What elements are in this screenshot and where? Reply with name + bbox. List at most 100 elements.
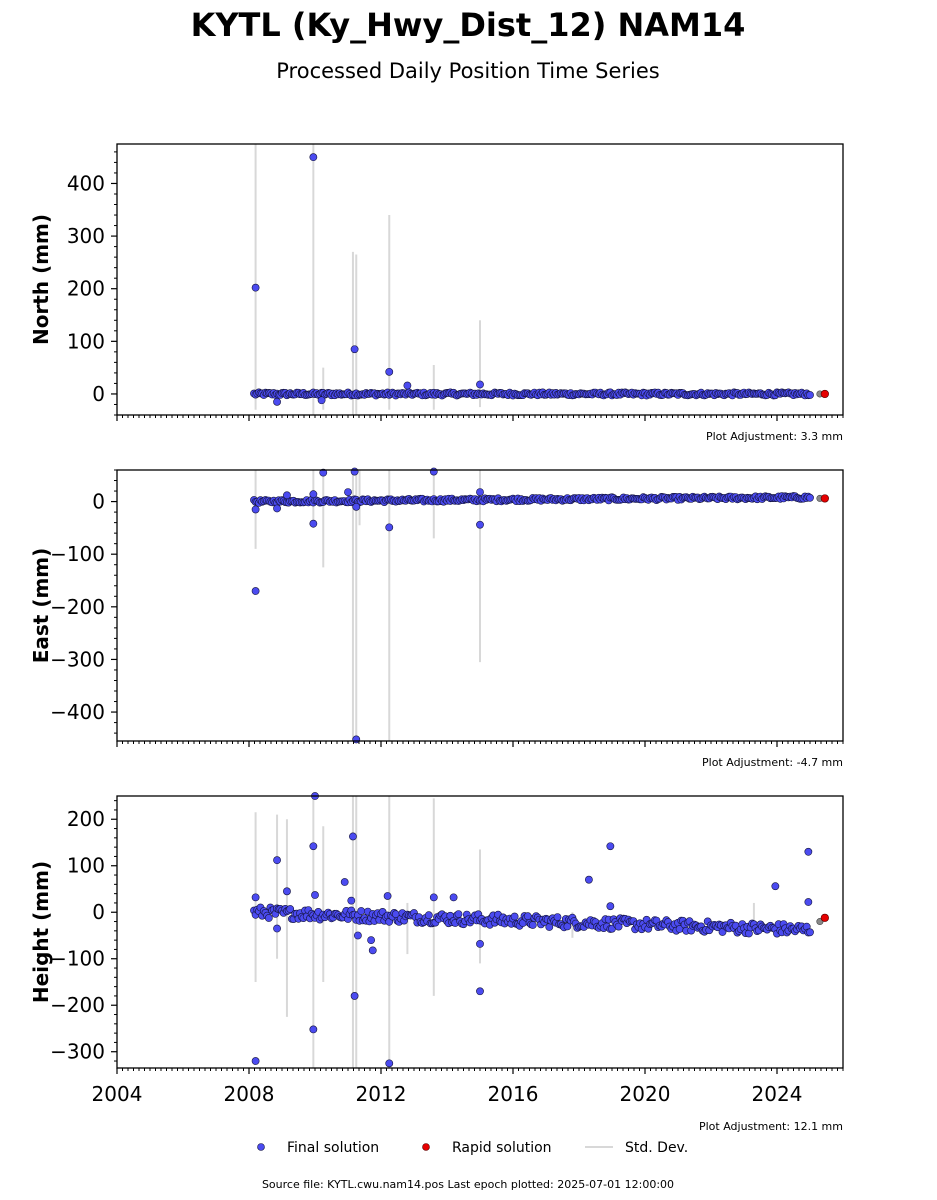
height-final-point	[523, 912, 532, 921]
east-final-point	[476, 488, 484, 497]
east-final-point	[251, 505, 260, 514]
east-final-point	[251, 587, 260, 595]
height-y-tick-label: −100	[50, 947, 105, 971]
height-final-point	[804, 847, 813, 856]
north-final-point	[251, 283, 260, 292]
height-x-tick-label: 2004	[92, 1082, 143, 1106]
east-y-tick-label: −200	[50, 595, 105, 619]
east-y-tick-label: 0	[92, 490, 105, 514]
height-x-tick-label: 2012	[356, 1082, 407, 1106]
north-y-tick-label: 400	[67, 171, 105, 195]
height-y-tick-label: 200	[67, 807, 105, 831]
height-final-point	[357, 907, 366, 915]
height-final-point	[309, 842, 318, 851]
north-adjustment: Plot Adjustment: 3.3 mm	[706, 430, 843, 443]
height-final-point	[283, 887, 291, 896]
north-final-point	[309, 153, 318, 162]
east-y-tick-label: −400	[50, 700, 105, 724]
east-final-point	[476, 520, 484, 529]
height-final-point	[264, 914, 273, 922]
height-final-point	[771, 882, 780, 891]
east-final-point	[319, 468, 328, 477]
north-final-point	[476, 380, 484, 389]
north-final-point	[350, 345, 359, 354]
north-final-point	[385, 367, 394, 376]
legend: Final solution Rapid solution Std. Dev.	[257, 1140, 688, 1156]
east-rapid-point	[820, 494, 829, 503]
north-y-axis-label: North (mm)	[29, 214, 53, 345]
east-final-point	[283, 491, 291, 500]
source-footer: Source file: KYTL.cwu.nam14.pos Last epo…	[262, 1178, 674, 1191]
height-final-point	[606, 842, 615, 851]
figure-title: KYTL (Ky_Hwy_Dist_12) NAM14	[191, 6, 746, 44]
height-x-tick-label: 2020	[620, 1082, 671, 1106]
east-y-tick-label: −100	[50, 542, 105, 566]
height-final-point	[251, 1057, 260, 1065]
height-final-point	[383, 892, 392, 900]
legend-final-marker	[257, 1143, 265, 1151]
east-final-point	[309, 519, 318, 528]
north-final-point	[403, 381, 412, 390]
height-final-point	[606, 902, 615, 911]
height-final-point	[273, 924, 281, 933]
height-y-tick-label: −200	[50, 993, 105, 1017]
east-final-point	[352, 502, 361, 511]
east-final-point	[350, 467, 359, 476]
height-y-axis-label: Height (mm)	[29, 861, 53, 1003]
height-final-point	[367, 936, 375, 945]
height-x-tick-label: 2016	[488, 1082, 539, 1106]
height-final-point	[424, 911, 433, 920]
height-x-tick-label: 2008	[224, 1082, 275, 1106]
north-panel: 0 100 200 300 400 North (mm)	[29, 143, 844, 421]
north-rapid-point	[820, 389, 829, 399]
height-final-point	[585, 875, 593, 884]
north-y-tick-label: 100	[67, 329, 105, 353]
north-y-tick-label: 200	[67, 277, 105, 301]
height-final-point	[350, 992, 359, 1000]
height-final-point	[368, 946, 377, 955]
legend-rapid-marker	[422, 1143, 430, 1151]
height-adjustment: Plot Adjustment: 12.1 mm	[699, 1120, 843, 1133]
east-final-point	[429, 467, 438, 476]
east-final-point	[344, 488, 352, 497]
height-final-point	[311, 891, 319, 899]
height-y-tick-label: 0	[92, 900, 105, 924]
height-final-point	[251, 893, 260, 902]
east-panel: −400 −300 −200 −100 0 East (mm)	[29, 467, 844, 747]
north-final-point	[273, 397, 281, 406]
east-adjustment: Plot Adjustment: -4.7 mm	[702, 756, 843, 769]
height-final-point	[806, 928, 814, 937]
height-final-point	[476, 987, 484, 996]
legend-rapid-label: Rapid solution	[452, 1140, 552, 1156]
east-final-point	[309, 490, 318, 499]
height-final-point	[545, 923, 554, 931]
height-final-point	[309, 1025, 318, 1034]
north-y-tick-label: 0	[92, 382, 105, 406]
height-final-point	[340, 878, 349, 886]
height-final-point	[349, 832, 357, 841]
height-final-point	[286, 905, 295, 913]
east-y-axis-label: East (mm)	[29, 548, 53, 664]
legend-final-label: Final solution	[287, 1140, 379, 1156]
height-final-point	[510, 912, 519, 921]
height-final-point	[454, 910, 463, 918]
height-final-point	[528, 921, 537, 929]
east-final-point	[273, 504, 281, 513]
height-final-point	[804, 898, 813, 906]
east-final-point	[385, 523, 394, 532]
height-final-point	[476, 939, 484, 948]
height-x-tick-label: 2024	[752, 1082, 803, 1106]
height-y-tick-label: −300	[50, 1040, 105, 1064]
height-rapid-point	[820, 913, 829, 922]
north-final-point	[806, 391, 814, 399]
height-final-point	[353, 931, 362, 940]
east-y-tick-label: −300	[50, 647, 105, 671]
north-y-tick-label: 300	[67, 224, 105, 248]
figure-subtitle: Processed Daily Position Time Series	[276, 59, 660, 83]
height-final-point	[429, 893, 438, 902]
height-final-point	[273, 856, 281, 865]
north-final-point	[317, 396, 326, 405]
east-final-point	[806, 493, 814, 502]
legend-std-label: Std. Dev.	[625, 1140, 688, 1156]
